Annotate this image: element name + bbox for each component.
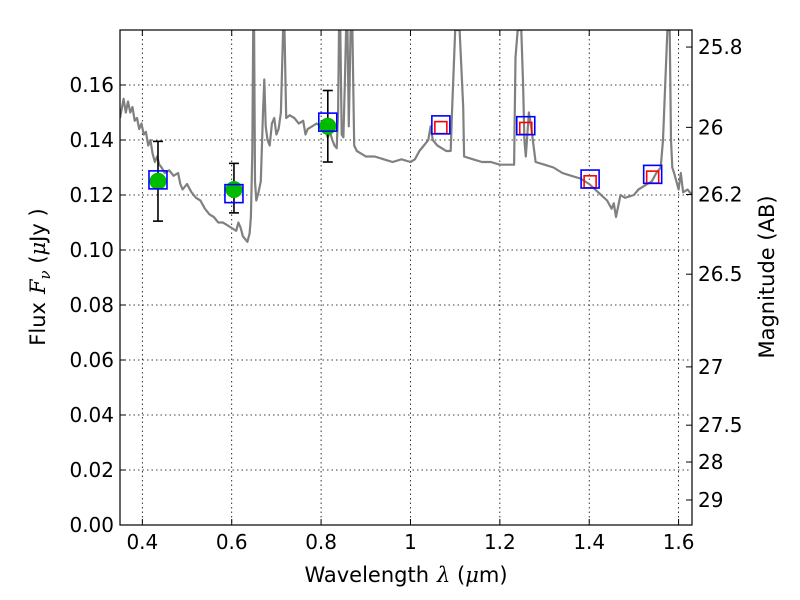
y2-tick-label: 26.2 [698,182,743,206]
grid-lines [120,30,692,526]
predicted-flux-square [434,120,448,135]
x-tick-label: 1 [404,530,417,554]
model-spectrum-line [120,30,692,243]
observed-flux-point [225,181,243,198]
tick-layer: 0.4 0.6 0.8 1 1.2 1.4 1.6 0.00 0.02 0.04 0.06 0.08 0… [69,30,743,554]
y2-tick-label: 27 [698,355,723,379]
model-flux-square [642,164,663,185]
observed-flux-point [319,117,337,135]
y2-tick-label: 27.5 [698,413,743,437]
y-tick-label: 0.08 [69,293,114,317]
y2-tick-label: 25.8 [698,35,743,59]
y-tick-label: 0.16 [69,73,114,97]
model-flux-square [317,112,338,132]
plot-frame [119,29,693,526]
model-flux-square [580,169,600,189]
x-tick-label: 0.6 [216,530,248,554]
x-tick-label: 0.4 [126,530,158,554]
x-tick-label: 1.4 [573,530,605,554]
y2-tick-label: 26 [698,115,723,139]
y2-axis-label: Magnitude (AB) [755,195,779,358]
y-tick-label: 0.02 [69,458,114,482]
model-flux-square [224,183,244,204]
y-tick-label: 0.00 [69,513,114,537]
y2-tick-label: 29 [698,488,723,512]
y-tick-label: 0.12 [69,183,114,207]
y-axis-label: FluxFν (μJy ) [26,208,54,345]
model-flux-square [148,170,168,190]
y-tick-label: 0.10 [69,238,114,262]
x-axis-label: Wavelength λ (μm) [304,563,507,587]
model-flux-square [515,115,536,136]
x-tick-label: 0.8 [305,530,337,554]
y-tick-label: 0.04 [69,403,114,427]
series-layer [120,30,692,243]
y-tick-label: 0.06 [69,348,114,372]
x-tick-label: 1.6 [663,530,695,554]
x-tick-label: 1.2 [484,530,516,554]
y2-tick-label: 26.5 [698,262,743,286]
y-tick-label: 0.14 [69,128,114,152]
y2-tick-label: 28 [698,450,723,474]
model-flux-square [431,115,451,135]
observed-flux-point [149,172,167,190]
